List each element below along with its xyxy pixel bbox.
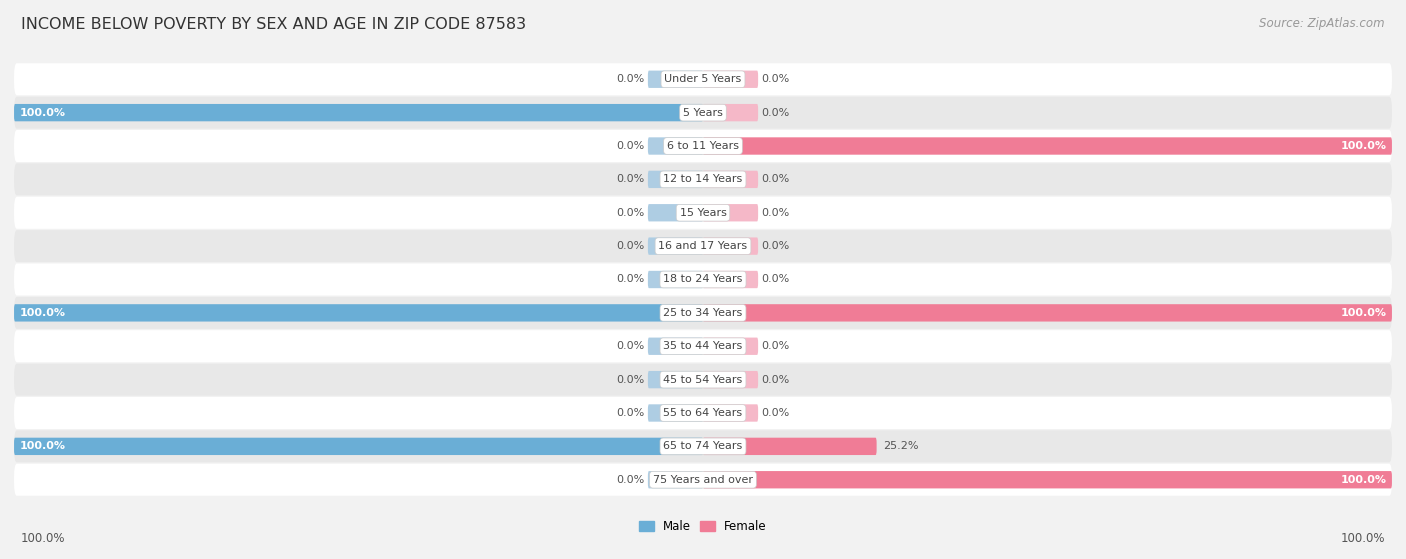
FancyBboxPatch shape (648, 170, 703, 188)
Text: 18 to 24 Years: 18 to 24 Years (664, 274, 742, 285)
FancyBboxPatch shape (703, 471, 1392, 489)
Text: 100.0%: 100.0% (21, 532, 66, 545)
FancyBboxPatch shape (703, 70, 758, 88)
Text: Under 5 Years: Under 5 Years (665, 74, 741, 84)
FancyBboxPatch shape (14, 464, 1392, 496)
Text: 0.0%: 0.0% (762, 375, 790, 385)
FancyBboxPatch shape (648, 70, 703, 88)
Text: 100.0%: 100.0% (20, 108, 66, 117)
Text: Source: ZipAtlas.com: Source: ZipAtlas.com (1260, 17, 1385, 30)
FancyBboxPatch shape (648, 138, 703, 155)
FancyBboxPatch shape (14, 297, 1392, 329)
FancyBboxPatch shape (14, 104, 703, 121)
FancyBboxPatch shape (14, 130, 1392, 162)
Text: 65 to 74 Years: 65 to 74 Years (664, 442, 742, 451)
Text: 0.0%: 0.0% (616, 408, 644, 418)
FancyBboxPatch shape (14, 363, 1392, 396)
FancyBboxPatch shape (14, 230, 1392, 262)
Text: 16 and 17 Years: 16 and 17 Years (658, 241, 748, 251)
FancyBboxPatch shape (648, 338, 703, 355)
Text: 100.0%: 100.0% (20, 442, 66, 451)
FancyBboxPatch shape (14, 263, 1392, 296)
Text: 0.0%: 0.0% (616, 341, 644, 351)
FancyBboxPatch shape (14, 438, 703, 455)
Text: 5 Years: 5 Years (683, 108, 723, 117)
FancyBboxPatch shape (703, 204, 758, 221)
Text: 100.0%: 100.0% (1340, 532, 1385, 545)
Text: 35 to 44 Years: 35 to 44 Years (664, 341, 742, 351)
Text: 0.0%: 0.0% (616, 475, 644, 485)
FancyBboxPatch shape (14, 63, 1392, 95)
FancyBboxPatch shape (648, 371, 703, 389)
Text: 45 to 54 Years: 45 to 54 Years (664, 375, 742, 385)
FancyBboxPatch shape (648, 471, 703, 489)
FancyBboxPatch shape (703, 304, 1392, 321)
FancyBboxPatch shape (14, 197, 1392, 229)
Text: 12 to 14 Years: 12 to 14 Years (664, 174, 742, 184)
Text: 0.0%: 0.0% (762, 208, 790, 218)
FancyBboxPatch shape (14, 304, 703, 321)
Text: 100.0%: 100.0% (1340, 475, 1386, 485)
FancyBboxPatch shape (648, 238, 703, 255)
Text: 100.0%: 100.0% (20, 308, 66, 318)
Text: 0.0%: 0.0% (762, 274, 790, 285)
FancyBboxPatch shape (703, 371, 758, 389)
Text: 55 to 64 Years: 55 to 64 Years (664, 408, 742, 418)
Text: 0.0%: 0.0% (616, 241, 644, 251)
Text: 0.0%: 0.0% (762, 108, 790, 117)
FancyBboxPatch shape (648, 404, 703, 421)
FancyBboxPatch shape (703, 404, 758, 421)
FancyBboxPatch shape (14, 397, 1392, 429)
Text: 0.0%: 0.0% (616, 174, 644, 184)
FancyBboxPatch shape (14, 430, 1392, 462)
Legend: Male, Female: Male, Female (634, 515, 772, 537)
Text: 0.0%: 0.0% (762, 408, 790, 418)
FancyBboxPatch shape (648, 271, 703, 288)
FancyBboxPatch shape (703, 104, 758, 121)
FancyBboxPatch shape (703, 338, 758, 355)
Text: 0.0%: 0.0% (762, 241, 790, 251)
Text: 0.0%: 0.0% (616, 375, 644, 385)
Text: 25.2%: 25.2% (883, 442, 920, 451)
Text: 0.0%: 0.0% (762, 341, 790, 351)
FancyBboxPatch shape (648, 204, 703, 221)
FancyBboxPatch shape (14, 330, 1392, 362)
Text: 15 Years: 15 Years (679, 208, 727, 218)
FancyBboxPatch shape (703, 170, 758, 188)
FancyBboxPatch shape (703, 238, 758, 255)
Text: 0.0%: 0.0% (616, 74, 644, 84)
FancyBboxPatch shape (703, 138, 1392, 155)
Text: 75 Years and over: 75 Years and over (652, 475, 754, 485)
Text: 0.0%: 0.0% (616, 208, 644, 218)
Text: 0.0%: 0.0% (616, 141, 644, 151)
Text: 0.0%: 0.0% (616, 274, 644, 285)
Text: INCOME BELOW POVERTY BY SEX AND AGE IN ZIP CODE 87583: INCOME BELOW POVERTY BY SEX AND AGE IN Z… (21, 17, 526, 32)
FancyBboxPatch shape (14, 97, 1392, 129)
FancyBboxPatch shape (703, 438, 876, 455)
Text: 100.0%: 100.0% (1340, 141, 1386, 151)
Text: 100.0%: 100.0% (1340, 308, 1386, 318)
Text: 0.0%: 0.0% (762, 74, 790, 84)
Text: 6 to 11 Years: 6 to 11 Years (666, 141, 740, 151)
FancyBboxPatch shape (14, 163, 1392, 196)
Text: 0.0%: 0.0% (762, 174, 790, 184)
Text: 25 to 34 Years: 25 to 34 Years (664, 308, 742, 318)
FancyBboxPatch shape (703, 271, 758, 288)
